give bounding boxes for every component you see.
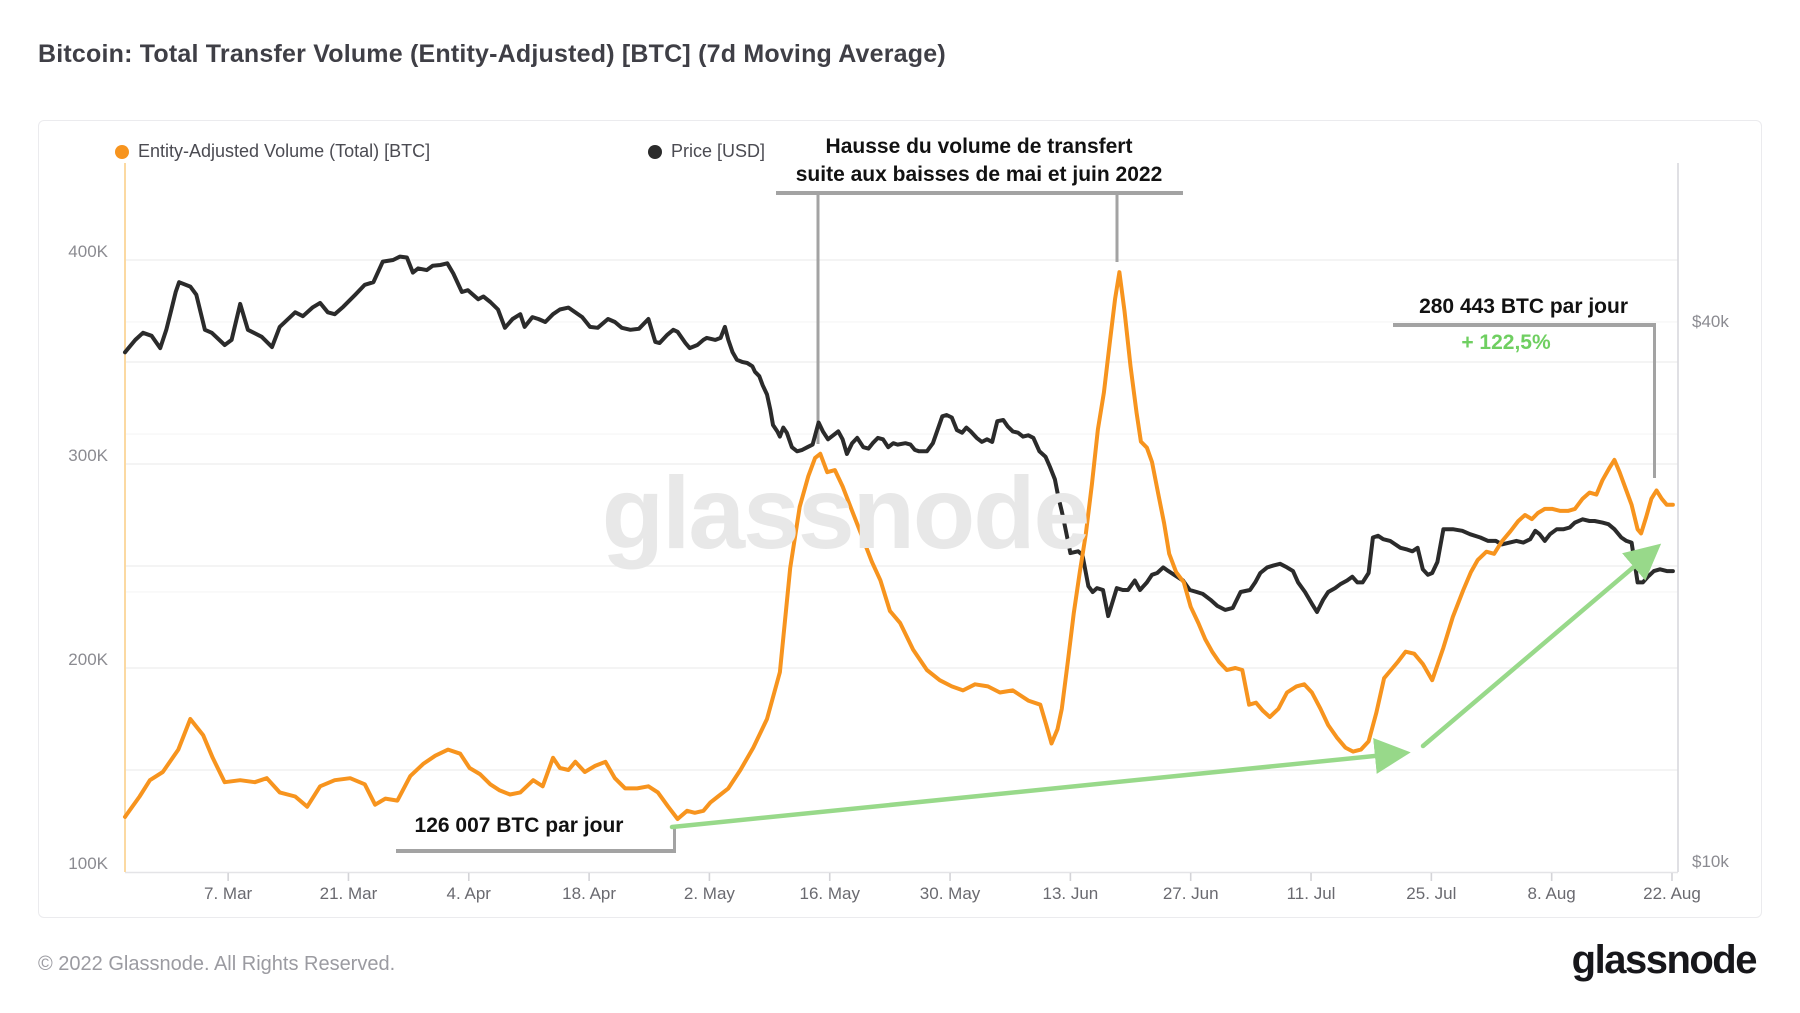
annotation-end-value: 280 443 BTC par jour — [1419, 295, 1628, 318]
axis-lines — [124, 163, 1679, 881]
y-axis-label-left: 200K — [68, 650, 108, 669]
x-axis-label: 27. Jun — [1162, 884, 1219, 903]
x-axis-label: 25. Jul — [1406, 884, 1457, 903]
x-axis-label: 13. Jun — [1042, 884, 1099, 903]
x-axis-label: 11. Jul — [1286, 884, 1336, 903]
x-axis-label: 8. Aug — [1527, 884, 1576, 903]
chart-title: Bitcoin: Total Transfer Volume (Entity-A… — [38, 40, 946, 68]
x-axis-label: 2. May — [683, 884, 735, 903]
x-axis-label: 30. May — [919, 884, 981, 903]
footer-copyright: © 2022 Glassnode. All Rights Reserved. — [38, 953, 396, 975]
growth-arrow-icon — [669, 543, 1662, 830]
glassnode-logo[interactable]: glassnode — [1571, 938, 1758, 982]
x-axis-label: 21. Mar — [319, 884, 378, 903]
annotation-end-change-pct: + 122,5% — [1461, 331, 1551, 354]
y-axis-label-left: 400K — [68, 242, 108, 261]
volume-legend-dot-icon — [115, 144, 129, 159]
x-axis-label: 18. Apr — [562, 884, 617, 903]
legend-price-label: Price [USD] — [671, 141, 766, 161]
x-axis-label: 7. Mar — [204, 884, 253, 903]
legend-item-price[interactable]: Price [USD] — [648, 141, 765, 162]
x-axis-label: 4. Apr — [446, 884, 491, 903]
annotation-connector-lines — [396, 191, 1656, 853]
x-axis-label: 22. Aug — [1643, 884, 1701, 903]
legend-volume-label: Entity-Adjusted Volume (Total) [BTC] — [138, 141, 431, 161]
price-legend-dot-icon — [648, 144, 662, 159]
annotation-peak-note-line1: Hausse du volume de transfert — [825, 135, 1133, 158]
annotation-peak-note-line2: suite aux baisses de mai et juin 2022 — [795, 163, 1163, 186]
y-axis-label-right: $40k — [1692, 311, 1729, 331]
y-axis-label-right: $10k — [1692, 852, 1729, 871]
series-lines — [123, 254, 1675, 821]
legend-item-volume[interactable]: Entity-Adjusted Volume (Total) [BTC] — [115, 141, 430, 162]
y-axis-label-left: 300K — [68, 446, 108, 465]
glassnode-watermark: glassnode — [601, 456, 1090, 570]
annotation-start-value: 126 007 BTC par jour — [414, 814, 624, 837]
x-axis-label: 16. May — [799, 884, 860, 903]
y-axis-label-left: 100K — [68, 854, 108, 873]
annotation-peak-note: Hausse du volume de transfert suite aux … — [796, 133, 1163, 189]
